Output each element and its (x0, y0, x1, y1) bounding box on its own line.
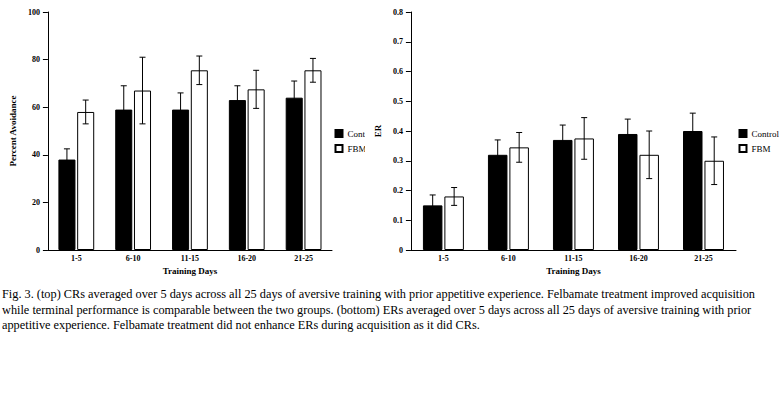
svg-text:16-20: 16-20 (237, 254, 256, 263)
svg-text:11-15: 11-15 (564, 254, 582, 263)
svg-text:11-15: 11-15 (181, 254, 199, 263)
svg-text:Percent Avoidance: Percent Avoidance (8, 96, 18, 167)
svg-text:0.6: 0.6 (393, 67, 403, 76)
svg-text:ER: ER (373, 124, 383, 137)
svg-text:21-25: 21-25 (294, 254, 313, 263)
svg-text:1-5: 1-5 (71, 254, 82, 263)
svg-text:6-10: 6-10 (126, 254, 141, 263)
svg-text:FBM: FBM (347, 144, 366, 154)
svg-text:Control: Control (751, 129, 779, 139)
svg-text:0.3: 0.3 (393, 156, 403, 165)
svg-text:FBM: FBM (751, 144, 770, 154)
html-text:Fig. 3. (top) CRs averaged ove: Fig. 3. (top) CRs averaged over 5 days a… (2, 287, 755, 332)
svg-text:Control: Control (347, 128, 375, 139)
svg-text:21-25: 21-25 (694, 254, 713, 263)
svg-text:Training Days: Training Days (546, 266, 601, 276)
svg-text:0.1: 0.1 (393, 216, 403, 225)
svg-text:0.4: 0.4 (393, 127, 403, 136)
svg-text:80: 80 (32, 55, 40, 64)
svg-text:0.5: 0.5 (393, 97, 403, 106)
svg-text:6-10: 6-10 (501, 254, 516, 263)
svg-text:0: 0 (399, 246, 403, 255)
svg-text:0: 0 (36, 246, 40, 255)
svg-text:16-20: 16-20 (629, 254, 648, 263)
svg-text:0.8: 0.8 (393, 8, 403, 17)
svg-text:40: 40 (32, 150, 40, 159)
svg-text:0.2: 0.2 (393, 186, 403, 195)
svg-text:0.7: 0.7 (393, 37, 403, 46)
svg-text:20: 20 (32, 198, 40, 207)
svg-text:1-5: 1-5 (438, 254, 449, 263)
svg-text:Training Days: Training Days (163, 266, 218, 276)
svg-text:60: 60 (32, 103, 40, 112)
svg-text:100: 100 (28, 8, 40, 17)
